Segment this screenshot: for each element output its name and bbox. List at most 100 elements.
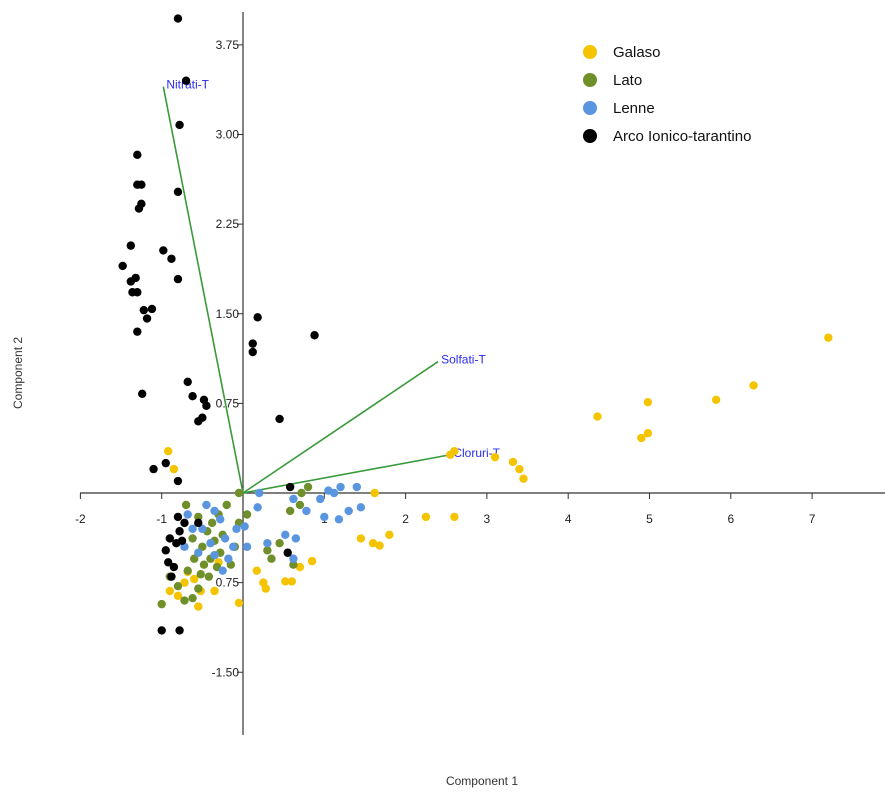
data-point [263,546,272,555]
data-point [637,433,646,443]
legend-label: Galaso [613,44,661,61]
data-point [126,241,136,250]
data-point [173,582,183,591]
data-point [137,389,147,399]
data-point [202,401,211,410]
data-point [334,515,344,524]
data-point [307,556,317,566]
legend-marker [583,45,597,59]
data-point [285,506,295,516]
data-point [133,288,142,297]
data-point [711,395,721,404]
data-point [285,482,295,492]
data-point [283,548,292,557]
data-point [210,586,219,596]
data-point [137,180,146,189]
y-tick-label: 0.75 [216,576,240,590]
data-point [344,506,353,516]
data-point [180,518,189,528]
data-point [134,204,144,213]
data-point [302,506,311,516]
data-point [336,482,345,492]
y-tick-label: 3.00 [216,128,240,142]
data-point [157,626,166,635]
data-point [643,429,653,438]
data-point [180,578,189,587]
data-point [126,277,136,286]
data-point [242,542,252,551]
data-point [295,562,305,572]
data-point [142,314,152,323]
data-point [164,558,173,567]
data-point [259,578,268,587]
x-tick-label: 3 [484,512,491,526]
data-point [446,450,455,459]
data-point [329,488,339,498]
x-tick-label: -1 [156,512,167,526]
data-point [267,554,276,563]
data-point [253,503,262,512]
data-point [289,560,298,569]
data-point [385,530,394,540]
data-point [165,534,175,543]
loading-vector-label: Solfati-T [441,353,486,367]
x-tick-label: 7 [809,512,816,526]
data-point [281,577,290,586]
data-point [196,570,205,579]
data-point [149,464,158,474]
data-point [421,512,431,522]
data-point [297,488,306,498]
data-point [175,527,184,536]
data-point [181,500,191,510]
data-point [139,305,149,315]
data-point [181,76,191,85]
data-point [368,538,378,548]
legend: Galaso Lato Lenne Arco Ionico-tarantino [583,44,751,145]
data-point [147,304,157,314]
data-point [289,554,298,563]
legend-label: Lenne [613,100,655,117]
data-point [222,500,231,510]
data-point [118,261,127,271]
data-point [287,577,296,586]
data-point [173,476,183,486]
data-point [173,14,183,23]
data-point [519,474,528,483]
data-point [175,626,184,635]
data-point [240,522,249,531]
data-point [248,339,257,348]
x-tick-label: 2 [402,512,409,526]
data-point [275,414,284,424]
data-point [281,530,290,540]
data-point [207,518,217,528]
data-point [253,313,262,322]
data-point [210,550,219,560]
data-point [194,512,203,522]
legend-marker [583,129,597,143]
data-point [352,482,362,492]
data-point [194,518,203,528]
x-tick-label: 4 [565,512,572,526]
data-point [218,566,227,575]
loading-vectors: Nitrati-T Solfati-T Cloruri-T [162,78,501,494]
loading-vector-line [242,360,439,494]
data-point [210,506,219,516]
data-point [275,538,284,548]
data-point [206,538,215,548]
data-point [188,593,197,603]
data-point [204,572,214,581]
data-point [194,602,203,611]
data-point [234,598,244,608]
y-tick-label: -1.50 [212,665,240,679]
data-point [157,599,166,609]
data-point [164,446,173,456]
data-point [199,560,209,569]
data-point [133,327,142,336]
data-point [263,538,272,548]
data-point [295,500,305,510]
data-point [172,538,181,548]
x-axis-title: Component 1 [446,774,518,788]
loading-vector-label: Cloruri-T [453,446,500,460]
data-point [749,381,758,390]
